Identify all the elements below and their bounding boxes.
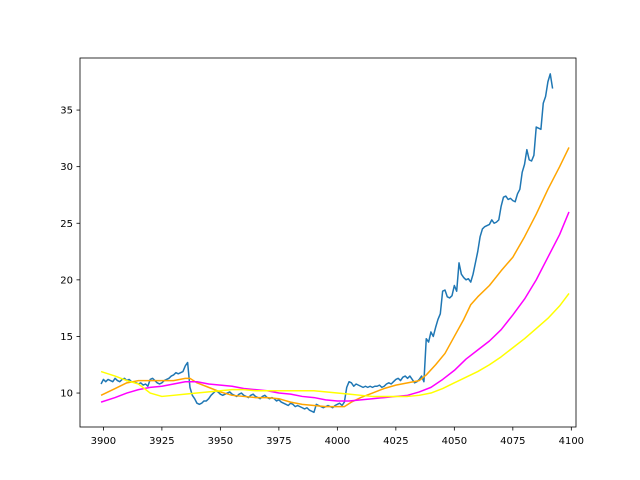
x-tick-label: 4025 (383, 436, 408, 447)
series-line-3 (100, 211, 570, 403)
plot-frame (79, 57, 577, 428)
y-axis: 10 15 20 25 30 35 (60, 106, 80, 400)
y-tick-label: 25 (60, 219, 73, 230)
y-tick-label: 20 (60, 275, 73, 286)
series-layer (100, 73, 570, 414)
x-tick-label: 3900 (91, 436, 116, 447)
x-tick-label: 4075 (500, 436, 525, 447)
y-tick-label: 10 (60, 389, 73, 400)
y-tick-label: 35 (60, 106, 73, 117)
x-tick-label: 4050 (442, 436, 467, 447)
y-tick-label: 15 (60, 332, 73, 343)
y-tick-label: 30 (60, 162, 73, 173)
x-tick-label: 4100 (559, 436, 584, 447)
x-tick-label: 3975 (266, 436, 291, 447)
x-tick-label: 4000 (325, 436, 350, 447)
series-line-4 (100, 292, 570, 398)
series-line-2 (100, 147, 570, 408)
x-axis: 3900 3925 3950 3975 4000 4025 4050 4075 4100 (91, 427, 584, 447)
x-tick-label: 3925 (149, 436, 174, 447)
x-tick-label: 3950 (208, 436, 233, 447)
axes-layer (79, 57, 577, 428)
plot-area (80, 58, 576, 427)
